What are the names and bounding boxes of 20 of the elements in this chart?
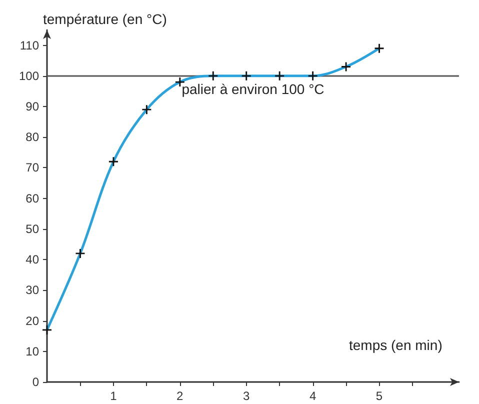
y-tick-label: 0 <box>32 375 40 389</box>
y-axis-title: température (en °C) <box>43 11 167 27</box>
y-tick-label: 30 <box>26 283 40 298</box>
y-tick-label: 90 <box>26 100 40 114</box>
x-axis-title: temps (en min) <box>349 337 442 353</box>
x-tick-label: 3 <box>243 389 250 403</box>
x-tick-label: 1 <box>110 389 118 403</box>
ref-line-label: palier à environ 100 °C <box>182 80 324 97</box>
y-tick-label: 110 <box>20 38 40 52</box>
x-tick-label: 4 <box>309 389 316 403</box>
y-tick-label: 70 <box>26 160 40 175</box>
x-tick-label: 2 <box>176 389 184 403</box>
x-tick-label: 5 <box>376 389 383 403</box>
y-tick-label: 40 <box>26 252 40 267</box>
y-tick-label: 80 <box>26 130 40 144</box>
y-tick-label: 50 <box>26 222 40 236</box>
y-tick-label: 100 <box>18 68 40 83</box>
y-tick-label: 10 <box>26 344 40 358</box>
y-tick-label: 60 <box>26 191 40 206</box>
y-tick-label: 20 <box>26 314 40 328</box>
